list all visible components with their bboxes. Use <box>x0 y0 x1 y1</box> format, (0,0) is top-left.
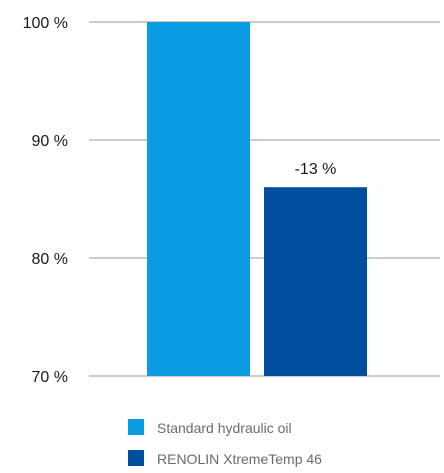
legend-label: RENOLIN XtremeTemp 46 <box>157 451 322 467</box>
bar-standard-hydraulic-oil <box>147 22 250 376</box>
y-tick-label: 100 % <box>23 15 68 32</box>
bars <box>147 22 367 376</box>
y-tick-label: 70 % <box>32 369 68 386</box>
y-tick-label: 90 % <box>32 133 68 150</box>
bar-renolin-xtremetemp-46 <box>264 187 367 376</box>
legend-swatch <box>128 419 144 435</box>
y-axis-tick-labels: 70 % 80 % 90 % 100 % <box>23 15 68 386</box>
legend-label: Standard hydraulic oil <box>157 420 292 436</box>
legend: Standard hydraulic oil RENOLIN XtremeTemp… <box>128 419 322 467</box>
y-tick-label: 80 % <box>32 251 68 268</box>
data-labels: -13 % <box>295 161 337 178</box>
legend-swatch <box>128 450 144 466</box>
bar-data-label: -13 % <box>295 161 337 178</box>
